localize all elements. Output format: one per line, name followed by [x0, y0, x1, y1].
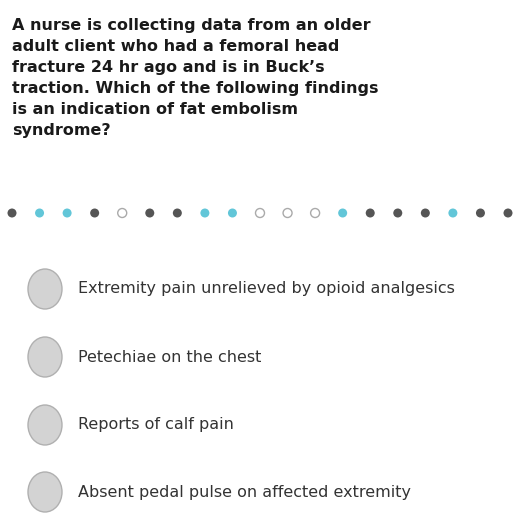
Circle shape	[118, 209, 127, 218]
Circle shape	[393, 209, 402, 218]
Circle shape	[255, 209, 265, 218]
Circle shape	[228, 209, 237, 218]
Ellipse shape	[28, 337, 62, 377]
Circle shape	[448, 209, 457, 218]
Circle shape	[504, 209, 512, 218]
Circle shape	[421, 209, 430, 218]
Circle shape	[146, 209, 154, 218]
Text: Extremity pain unrelieved by opioid analgesics: Extremity pain unrelieved by opioid anal…	[78, 281, 455, 297]
Circle shape	[35, 209, 44, 218]
Ellipse shape	[28, 472, 62, 512]
Circle shape	[200, 209, 209, 218]
Circle shape	[62, 209, 72, 218]
Circle shape	[338, 209, 347, 218]
Circle shape	[173, 209, 182, 218]
Ellipse shape	[28, 269, 62, 309]
Circle shape	[8, 209, 17, 218]
Circle shape	[476, 209, 485, 218]
Ellipse shape	[28, 405, 62, 445]
Circle shape	[366, 209, 375, 218]
Circle shape	[311, 209, 319, 218]
Text: Absent pedal pulse on affected extremity: Absent pedal pulse on affected extremity	[78, 484, 411, 500]
Circle shape	[283, 209, 292, 218]
Text: A nurse is collecting data from an older
adult client who had a femoral head
fra: A nurse is collecting data from an older…	[12, 18, 379, 138]
Text: Reports of calf pain: Reports of calf pain	[78, 417, 234, 433]
Text: Petechiae on the chest: Petechiae on the chest	[78, 349, 262, 365]
Circle shape	[90, 209, 99, 218]
